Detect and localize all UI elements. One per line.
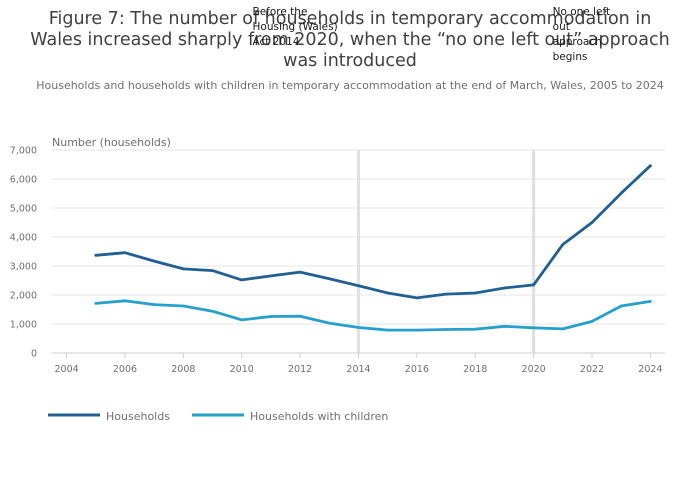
y-axis-label: Number (households) bbox=[52, 136, 171, 149]
data-point-households-2005 bbox=[94, 253, 98, 257]
x-tick-label-2008: 2008 bbox=[171, 364, 195, 375]
data-point-households-2010 bbox=[240, 278, 244, 282]
data-point-households-with-children-2020 bbox=[532, 326, 535, 330]
data-point-households-2022 bbox=[590, 221, 594, 224]
data-point-households-with-children-2024 bbox=[649, 300, 652, 303]
x-tick-label-2016: 2016 bbox=[405, 364, 429, 375]
y-tick-label-0: 0 bbox=[31, 349, 37, 360]
data-point-households-with-children-2022 bbox=[590, 320, 594, 323]
data-point-households-with-children-2008 bbox=[182, 304, 185, 308]
data-point-households-with-children-2021 bbox=[561, 327, 565, 331]
series-line-households bbox=[94, 164, 652, 300]
data-point-households-2008 bbox=[182, 267, 185, 271]
annotation-2020-line-3: approach bbox=[553, 36, 602, 48]
series-lines bbox=[94, 164, 652, 332]
data-point-households-with-children-2005 bbox=[94, 302, 98, 305]
x-tick-label-2006: 2006 bbox=[113, 364, 137, 375]
x-axis-ticks: 2004 2006 2008 2010 2012 2014 2016 2018 2020 2022… bbox=[55, 353, 662, 375]
data-point-households-2021 bbox=[561, 243, 565, 246]
data-point-households-with-children-2006 bbox=[123, 299, 127, 303]
data-point-households-2012 bbox=[298, 270, 302, 274]
data-point-households-2009 bbox=[211, 269, 214, 272]
annotation-2014-line-2: Housing (Wales) bbox=[253, 21, 338, 33]
x-tick-label-2022: 2022 bbox=[580, 364, 604, 375]
data-point-households-with-children-2007 bbox=[152, 303, 156, 306]
data-point-households-2011 bbox=[269, 274, 273, 278]
annotations: Before the Housing (Wales) Act 2014 No one … bbox=[253, 6, 611, 63]
data-point-households-2013 bbox=[328, 277, 331, 281]
data-point-households-2018 bbox=[473, 291, 477, 295]
x-tick-label-2014: 2014 bbox=[346, 364, 370, 375]
data-point-households-with-children-2013 bbox=[328, 321, 331, 325]
data-point-households-2017 bbox=[444, 292, 448, 296]
chart-title: Figure 7: The number of households in te… bbox=[30, 9, 669, 71]
y-tick-label-6000: 6,000 bbox=[10, 175, 37, 186]
data-point-households-with-children-2015 bbox=[386, 328, 389, 332]
data-point-households-2015 bbox=[386, 291, 389, 295]
data-point-households-2020 bbox=[532, 283, 535, 287]
y-tick-label-7000: 7,000 bbox=[10, 146, 37, 157]
data-point-households-with-children-2019 bbox=[503, 325, 506, 328]
legend-label-households-with-children: Households with children bbox=[250, 410, 388, 423]
legend-label-households: Households bbox=[106, 410, 170, 423]
data-point-households-with-children-2010 bbox=[240, 318, 244, 322]
x-tick-label-2020: 2020 bbox=[522, 364, 546, 375]
title-line-2: Wales increased sharply from 2020, when … bbox=[30, 30, 669, 50]
data-point-households-2019 bbox=[503, 286, 506, 290]
y-tick-label-2000: 2,000 bbox=[10, 291, 37, 302]
event-markers bbox=[357, 150, 536, 353]
data-point-households-2024 bbox=[649, 164, 652, 167]
data-point-households-with-children-2011 bbox=[269, 315, 273, 318]
x-tick-label-2004: 2004 bbox=[55, 364, 79, 375]
chart-subtitle: Households and households with children … bbox=[36, 79, 664, 92]
data-point-households-with-children-2023 bbox=[619, 304, 623, 308]
y-tick-label-3000: 3,000 bbox=[10, 262, 37, 273]
y-tick-label-1000: 1,000 bbox=[10, 320, 37, 331]
data-point-households-with-children-2014 bbox=[357, 326, 360, 329]
data-point-households-with-children-2009 bbox=[211, 309, 214, 313]
x-tick-label-2024: 2024 bbox=[638, 364, 662, 375]
data-point-households-2006 bbox=[123, 251, 127, 254]
annotation-2014-line-3: Act 2014 bbox=[253, 36, 300, 48]
y-tick-label-5000: 5,000 bbox=[10, 204, 37, 215]
data-point-households-with-children-2018 bbox=[473, 327, 477, 331]
annotation-2020-line-4: begins bbox=[553, 51, 588, 63]
data-point-households-with-children-2016 bbox=[415, 328, 419, 332]
data-point-households-2007 bbox=[152, 259, 156, 263]
data-point-households-2014 bbox=[357, 284, 360, 288]
data-point-households-2016 bbox=[415, 296, 419, 300]
x-tick-label-2018: 2018 bbox=[463, 364, 487, 375]
annotation-2014-line-1: Before the bbox=[253, 6, 308, 18]
data-point-households-with-children-2017 bbox=[444, 328, 448, 331]
series-line-households-with-children bbox=[94, 299, 652, 332]
title-line-1: Figure 7: The number of households in te… bbox=[49, 9, 652, 29]
title-line-3: was introduced bbox=[283, 51, 417, 71]
annotation-2020-line-2: out bbox=[553, 21, 570, 33]
legend: Households Households with children bbox=[48, 410, 388, 423]
y-tick-label-4000: 4,000 bbox=[10, 233, 37, 244]
x-tick-label-2010: 2010 bbox=[230, 364, 254, 375]
y-axis-ticks: 0 1,000 2,000 3,000 4,000 5,000 6,000 7,000 bbox=[10, 146, 37, 360]
data-point-households-with-children-2012 bbox=[298, 314, 302, 318]
data-point-households-2023 bbox=[619, 191, 623, 195]
annotation-2020-line-1: No one left bbox=[553, 6, 611, 18]
x-tick-label-2012: 2012 bbox=[288, 364, 312, 375]
